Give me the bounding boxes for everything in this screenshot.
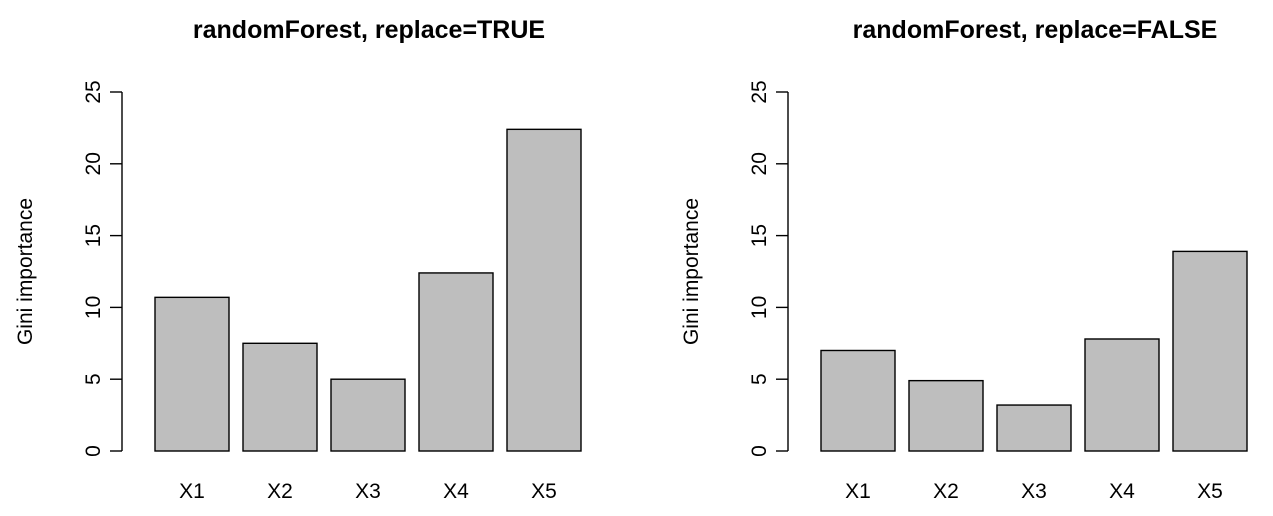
- y-tick-label: 0: [82, 445, 105, 457]
- bar-x5: [1172, 250, 1248, 452]
- y-tick-label: 25: [82, 80, 105, 103]
- y-axis-label: Gini importance: [680, 198, 703, 345]
- y-tick-label: 0: [748, 445, 771, 457]
- x-category-label: X3: [1021, 480, 1047, 503]
- bar-x5: [506, 128, 582, 452]
- bar-x4: [1084, 338, 1160, 452]
- y-tick-label: 5: [82, 373, 105, 385]
- y-tick-label: 5: [748, 373, 771, 385]
- x-category-label: X2: [933, 480, 959, 503]
- y-tick-label: 10: [748, 296, 771, 319]
- y-tick-label: 20: [748, 152, 771, 175]
- x-category-label: X2: [267, 480, 293, 503]
- y-axis-label: Gini importance: [14, 198, 37, 345]
- x-category-label: X4: [1109, 480, 1135, 503]
- y-tick-label: 15: [82, 224, 105, 247]
- bar-x2: [908, 379, 984, 452]
- y-tick-label: 20: [82, 152, 105, 175]
- chart-title: randomForest, replace=TRUE: [193, 16, 545, 44]
- bar-x3: [330, 378, 406, 452]
- chart-title: randomForest, replace=FALSE: [853, 16, 1218, 44]
- x-category-label: X5: [1197, 480, 1223, 503]
- bar-x4: [418, 272, 494, 452]
- y-tick-label: 25: [748, 80, 771, 103]
- bar-x1: [820, 349, 896, 452]
- x-category-label: X1: [179, 480, 205, 503]
- y-tick-label: 15: [748, 224, 771, 247]
- bar-x1: [154, 296, 230, 452]
- x-category-label: X4: [443, 480, 469, 503]
- chart-panel-1: randomForest, replace=TRUE Gini importanc…: [14, 16, 582, 503]
- bar-x2: [242, 342, 318, 452]
- x-category-label: X5: [531, 480, 557, 503]
- chart-panel-2: randomForest, replace=FALSE Gini importan…: [680, 16, 1248, 503]
- y-tick-label: 10: [82, 296, 105, 319]
- x-category-label: X1: [845, 480, 871, 503]
- x-category-label: X3: [355, 480, 381, 503]
- bar-x3: [996, 404, 1072, 452]
